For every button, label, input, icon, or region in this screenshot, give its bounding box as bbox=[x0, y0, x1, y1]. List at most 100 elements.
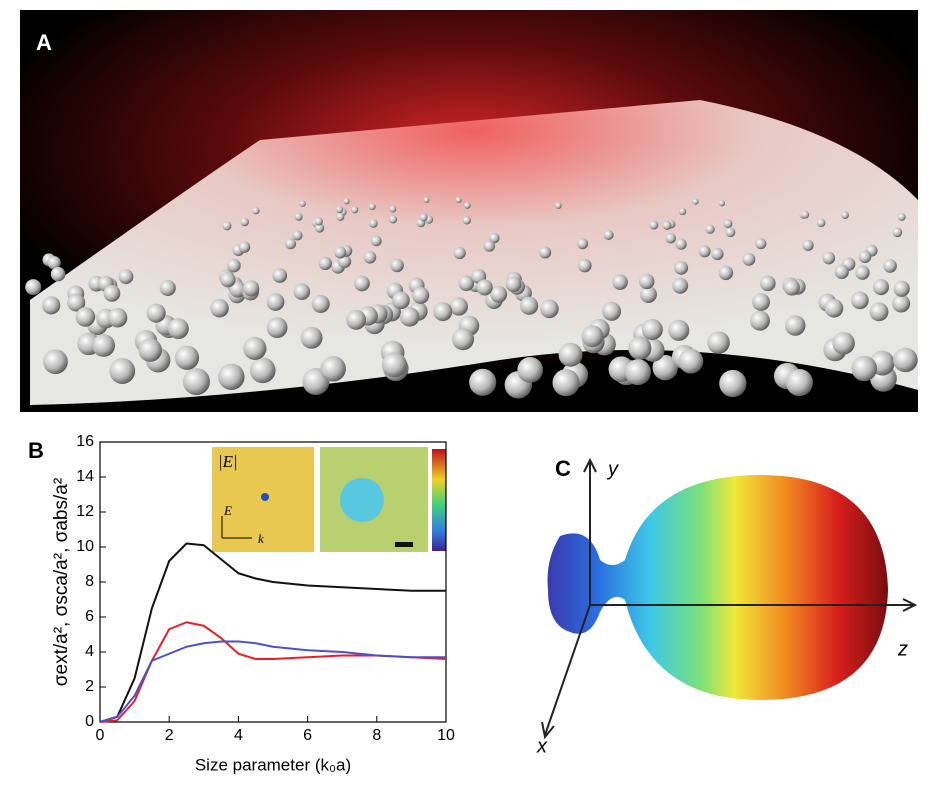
series-line bbox=[100, 622, 446, 722]
y-tick-label: 6 bbox=[85, 608, 94, 625]
sphere bbox=[334, 246, 346, 258]
sphere bbox=[299, 200, 305, 206]
sphere bbox=[705, 224, 714, 233]
sphere bbox=[893, 348, 918, 373]
sphere bbox=[168, 318, 189, 339]
sphere bbox=[108, 308, 128, 328]
sphere bbox=[859, 250, 872, 263]
sphere bbox=[707, 331, 730, 354]
sphere bbox=[484, 240, 495, 251]
axis-label: x bbox=[536, 735, 548, 757]
sphere bbox=[364, 251, 377, 264]
sphere bbox=[752, 293, 770, 311]
inset-particle bbox=[261, 493, 269, 501]
sphere bbox=[25, 279, 41, 295]
sphere bbox=[295, 213, 303, 221]
sphere bbox=[336, 206, 343, 213]
sphere bbox=[649, 221, 658, 230]
sphere bbox=[250, 357, 276, 383]
scale-bar bbox=[395, 542, 413, 547]
y-tick-label: 12 bbox=[76, 503, 94, 520]
y-tick-label: 0 bbox=[85, 713, 94, 730]
sphere bbox=[520, 297, 538, 315]
sphere bbox=[51, 267, 66, 282]
sphere bbox=[540, 300, 559, 319]
sphere bbox=[785, 315, 806, 336]
figure: A B |E| E k C y z x 02468101214160246810… bbox=[0, 0, 936, 780]
sphere bbox=[267, 293, 285, 311]
sphere bbox=[784, 279, 800, 295]
sphere bbox=[855, 265, 869, 279]
sphere bbox=[870, 302, 889, 321]
sphere bbox=[382, 352, 407, 377]
sphere bbox=[674, 261, 688, 275]
sphere bbox=[351, 206, 358, 213]
sphere bbox=[267, 317, 288, 338]
sphere bbox=[719, 370, 746, 397]
sphere bbox=[719, 200, 725, 206]
inset-label: |E| bbox=[218, 452, 238, 471]
sphere bbox=[294, 283, 311, 300]
sphere bbox=[602, 302, 621, 321]
sphere bbox=[223, 221, 232, 230]
sphere bbox=[883, 259, 897, 273]
sphere bbox=[604, 230, 614, 240]
sphere bbox=[400, 307, 420, 327]
sphere bbox=[750, 311, 770, 331]
sphere bbox=[506, 276, 522, 292]
inset-particle bbox=[340, 478, 384, 522]
sphere bbox=[835, 265, 849, 279]
axis-label: z bbox=[897, 638, 908, 660]
sphere bbox=[851, 292, 869, 310]
sphere bbox=[628, 337, 651, 360]
sphere bbox=[663, 221, 672, 230]
x-tick-label: 4 bbox=[234, 727, 243, 744]
sphere bbox=[312, 295, 330, 313]
sphere bbox=[43, 349, 68, 374]
sphere bbox=[786, 369, 813, 396]
sphere bbox=[389, 215, 397, 223]
sphere bbox=[252, 207, 259, 214]
sphere bbox=[119, 269, 134, 284]
sphere bbox=[285, 238, 296, 249]
sphere bbox=[336, 213, 344, 221]
axis-label: y bbox=[606, 458, 619, 480]
series-line bbox=[100, 544, 446, 723]
sphere bbox=[742, 253, 755, 266]
panel-label: A bbox=[36, 30, 52, 55]
sphere bbox=[315, 217, 323, 225]
sphere bbox=[463, 216, 471, 224]
sphere bbox=[668, 320, 689, 341]
series-line bbox=[100, 642, 446, 723]
sphere bbox=[239, 241, 250, 252]
y-tick-label: 16 bbox=[76, 433, 94, 450]
sphere bbox=[160, 280, 176, 296]
sphere bbox=[469, 369, 496, 396]
sphere bbox=[490, 286, 507, 303]
sphere bbox=[293, 230, 303, 240]
sphere bbox=[692, 199, 698, 205]
sphere bbox=[369, 203, 376, 210]
sphere bbox=[218, 364, 244, 390]
sphere bbox=[392, 292, 410, 310]
sphere bbox=[642, 319, 663, 340]
sphere bbox=[183, 368, 210, 395]
sphere bbox=[369, 219, 378, 228]
sphere bbox=[272, 268, 287, 283]
sphere bbox=[243, 337, 266, 360]
sphere bbox=[892, 227, 902, 237]
sphere bbox=[539, 246, 551, 258]
sphere bbox=[389, 206, 396, 213]
sphere bbox=[582, 325, 604, 347]
x-tick-label: 6 bbox=[303, 727, 312, 744]
sphere bbox=[390, 259, 404, 273]
panel-label: C bbox=[555, 456, 571, 481]
x-tick-label: 2 bbox=[165, 727, 174, 744]
sphere bbox=[676, 239, 687, 250]
y-tick-label: 10 bbox=[76, 538, 94, 555]
sphere bbox=[346, 310, 366, 330]
inset: |E| E k bbox=[212, 447, 446, 552]
x-axis-label: Size parameter (k₀a) bbox=[195, 755, 351, 774]
sphere bbox=[841, 211, 849, 219]
sphere bbox=[175, 346, 199, 370]
